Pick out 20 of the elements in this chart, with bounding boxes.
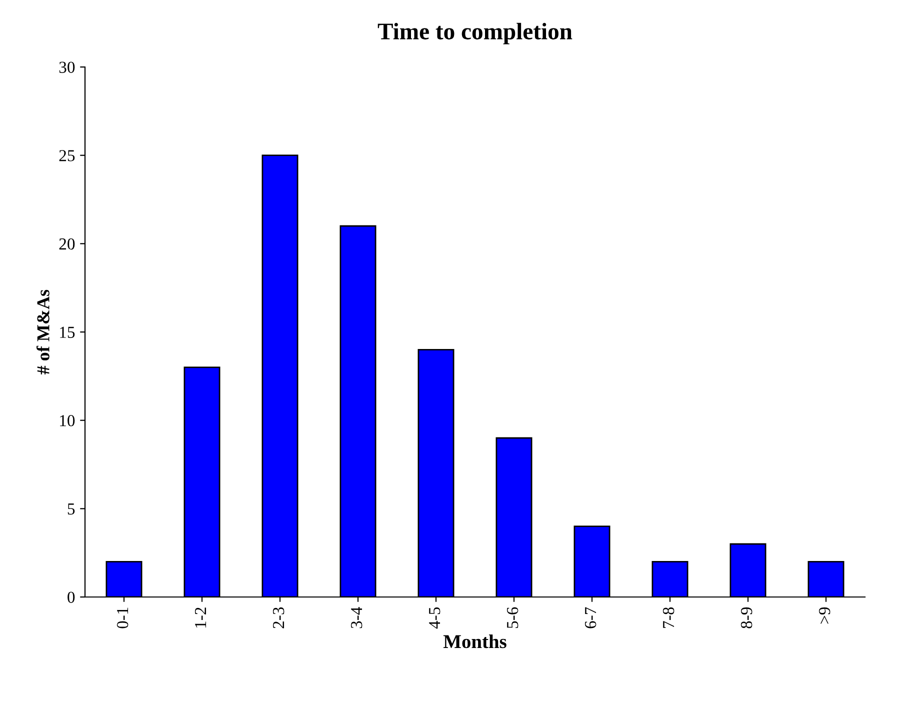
x-axis-title: Months [443,634,506,648]
y-tick-label: 30 [59,62,75,73]
x-tick-label: 3-4 [350,606,362,628]
y-tick-label: 15 [60,326,75,338]
y-tick-label: 20 [59,238,75,250]
y-tick-label: 10 [60,415,75,426]
y-tick-label: 5 [68,504,75,515]
x-tick-label: 1-2 [194,608,206,628]
x-tick-label: 8-9 [740,607,752,628]
chart-title: Time to completion [378,22,572,44]
x-tick-label: 4-5 [429,607,440,629]
x-tick-label: 2-3 [272,607,284,628]
y-tick-label: 25 [59,150,75,162]
y-tick-label: 0 [68,592,75,603]
y-axis-title: # of M&As [36,290,50,374]
x-tick-label: 0-1 [116,608,128,628]
x-tick-label: 6-7 [584,607,596,628]
x-tick-label: 5-6 [506,607,518,628]
x-tick-label: >9 [818,607,830,624]
x-tick-label: 7-8 [662,607,674,628]
